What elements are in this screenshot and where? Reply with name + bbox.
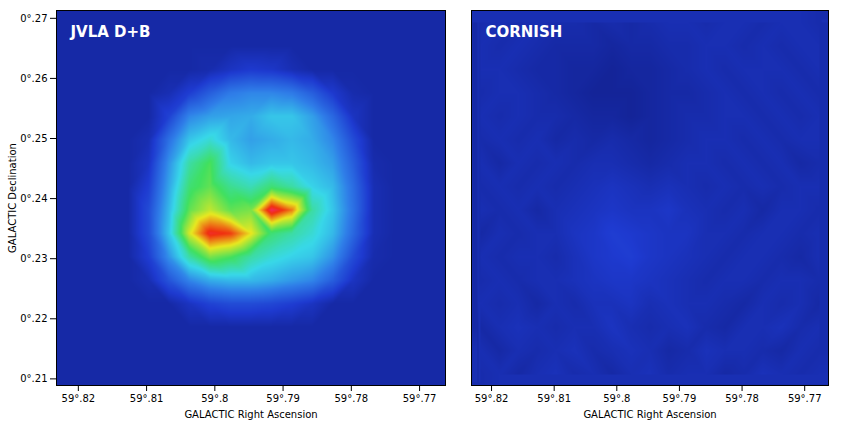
svg-text:0°.21: 0°.21	[20, 373, 47, 384]
svg-text:0°.27: 0°.27	[20, 13, 47, 24]
svg-text:0°.23: 0°.23	[20, 253, 47, 264]
svg-text:59°.81: 59°.81	[537, 393, 571, 404]
svg-text:0°.26: 0°.26	[20, 73, 47, 84]
svg-text:59°.82: 59°.82	[475, 393, 509, 404]
svg-text:59°.77: 59°.77	[788, 393, 822, 404]
svg-text:CORNISH: CORNISH	[486, 23, 563, 41]
svg-text:GALACTIC Right Ascension: GALACTIC Right Ascension	[583, 409, 716, 420]
svg-text:59°.78: 59°.78	[335, 393, 369, 404]
svg-text:JVLA D+B: JVLA D+B	[70, 23, 151, 41]
svg-text:59°.78: 59°.78	[725, 393, 759, 404]
svg-text:59°.8: 59°.8	[603, 393, 630, 404]
svg-text:59°.79: 59°.79	[266, 393, 300, 404]
svg-text:59°.77: 59°.77	[403, 393, 437, 404]
svg-text:0°.25: 0°.25	[20, 133, 47, 144]
svg-text:59°.81: 59°.81	[130, 393, 164, 404]
svg-text:59°.79: 59°.79	[663, 393, 697, 404]
svg-text:GALACTIC Right Ascension: GALACTIC Right Ascension	[184, 409, 317, 420]
svg-text:59°.82: 59°.82	[62, 393, 96, 404]
svg-text:0°.24: 0°.24	[20, 193, 47, 204]
svg-text:GALACTIC Declination: GALACTIC Declination	[7, 143, 18, 253]
svg-text:0°.22: 0°.22	[20, 313, 47, 324]
svg-text:59°.8: 59°.8	[201, 393, 228, 404]
